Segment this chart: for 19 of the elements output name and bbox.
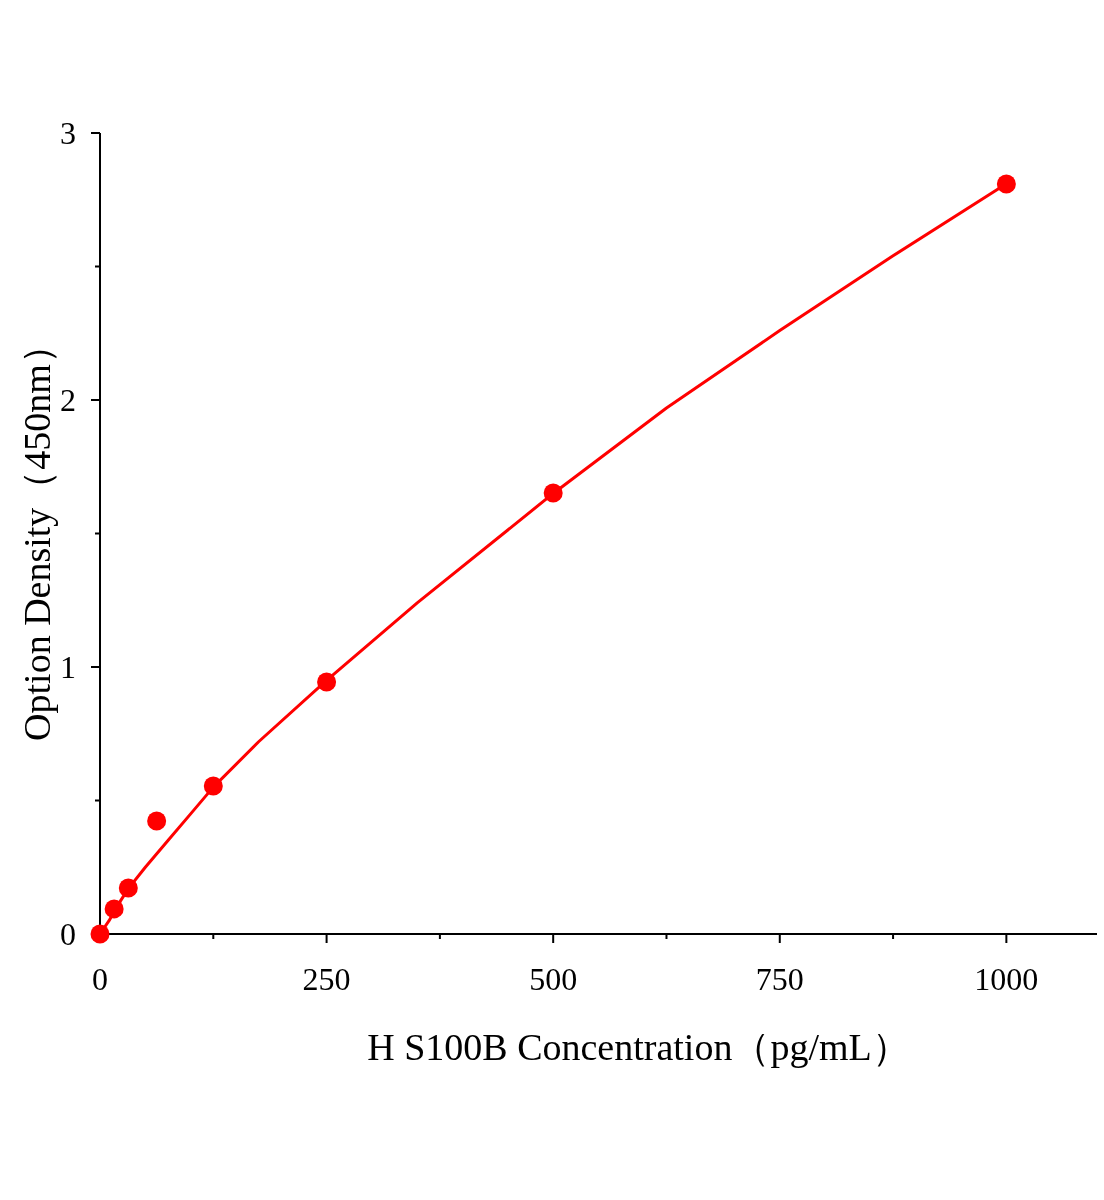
x-tick-label: 750 [755, 961, 804, 997]
y-tick-label: 0 [60, 916, 76, 952]
x-tick-label: 500 [529, 961, 578, 997]
y-tick-label: 3 [60, 115, 76, 151]
point [118, 878, 138, 898]
point [147, 811, 167, 831]
x-axis-title: H S100B Concentration（pg/mL） [367, 1026, 910, 1068]
point [104, 899, 124, 919]
point [203, 776, 223, 796]
x-tick-label: 250 [302, 961, 351, 997]
y-axis-title: Option Density（450nm） [16, 326, 58, 741]
y-tick-label: 1 [60, 649, 76, 685]
x-tick-label: 0 [92, 961, 108, 997]
x-tick-label: 1000 [974, 961, 1039, 997]
point [317, 672, 337, 692]
point [543, 483, 563, 503]
y-tick-label: 2 [60, 382, 76, 418]
point [996, 174, 1016, 194]
point [90, 924, 110, 944]
